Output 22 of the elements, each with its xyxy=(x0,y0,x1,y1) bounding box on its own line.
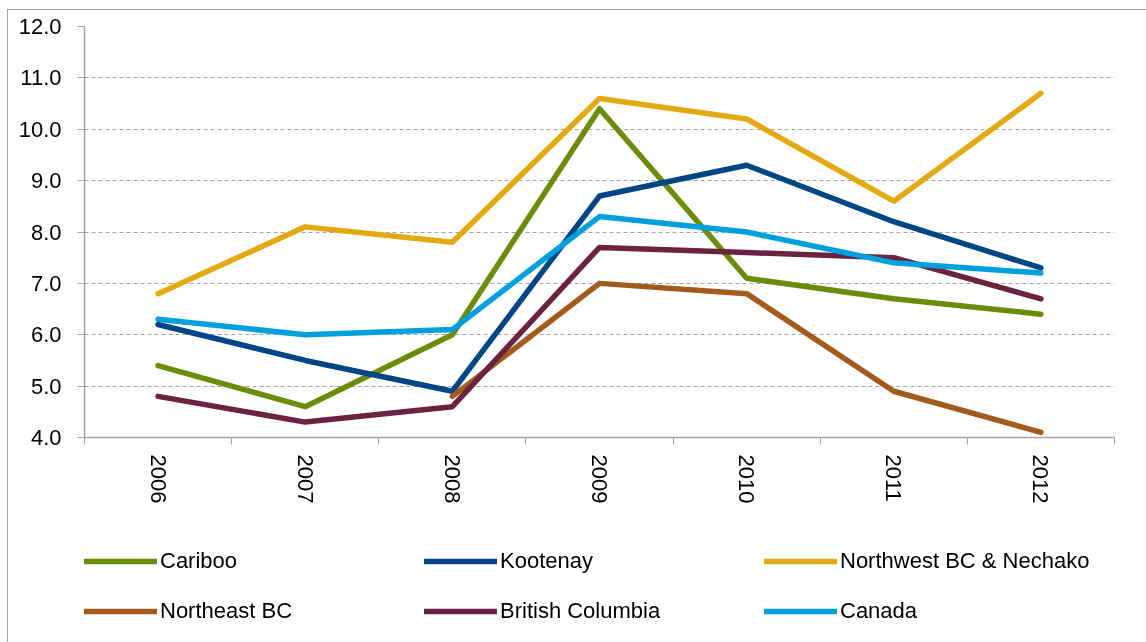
x-tick-label: 2010 xyxy=(734,454,760,504)
legend-label: Kootenay xyxy=(500,547,594,575)
legend-label: Northwest BC & Nechako xyxy=(840,547,1090,575)
legend-label: Canada xyxy=(840,597,919,625)
x-tick-label: 2009 xyxy=(587,454,612,504)
x-tick-label: 2011 xyxy=(881,454,907,502)
y-tick-label: 10.0 xyxy=(18,116,62,142)
x-tick-label: 2008 xyxy=(439,454,465,504)
x-tick-label: 2006 xyxy=(145,454,171,504)
y-tick-label: 12.0 xyxy=(18,14,62,39)
x-tick-label: 2012 xyxy=(1028,454,1054,504)
y-tick-label: 8.0 xyxy=(30,219,62,245)
legend-label: Cariboo xyxy=(160,547,239,575)
legend-label: Northeast BC xyxy=(160,597,294,625)
y-tick-label: 9.0 xyxy=(30,168,62,194)
y-tick-label: 4.0 xyxy=(30,425,62,450)
y-tick-label: 7.0 xyxy=(30,270,62,296)
legend-label: British Columbia xyxy=(500,597,662,625)
y-tick-label: 6.0 xyxy=(30,322,62,348)
y-tick-label: 5.0 xyxy=(30,373,62,399)
y-tick-label: 11.0 xyxy=(20,65,62,91)
x-tick-label: 2007 xyxy=(292,454,318,504)
